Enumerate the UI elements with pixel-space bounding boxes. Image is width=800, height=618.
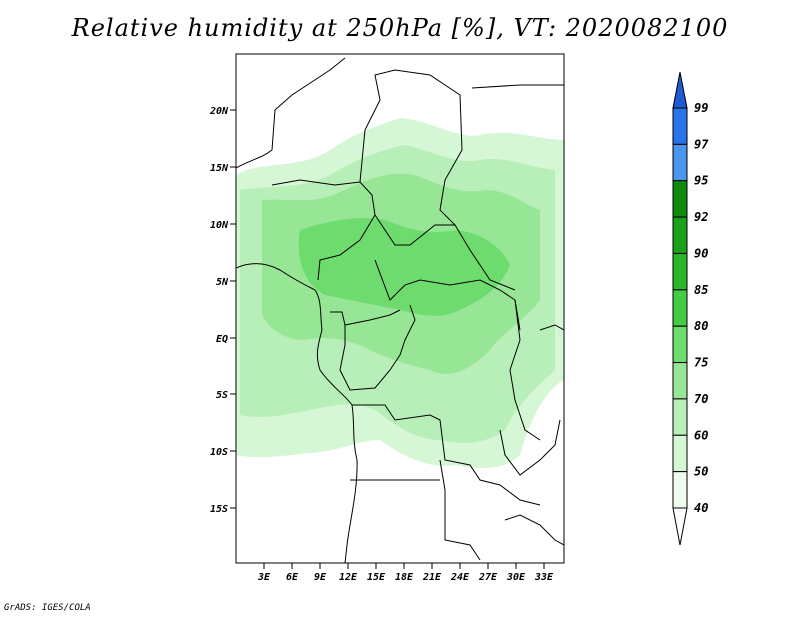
- colorbar-label: 40: [694, 501, 708, 515]
- chart-title: Relative humidity at 250hPa [%], VT: 202…: [71, 14, 729, 42]
- lon-label: 6E: [286, 572, 299, 583]
- colorbar-label: 85: [694, 283, 708, 297]
- lat-label: 15S: [210, 504, 228, 515]
- colorbar-label: 75: [694, 356, 708, 370]
- colorbar-label: 90: [694, 246, 708, 260]
- colorbar-bottom-arrow: [672, 507, 688, 546]
- lon-label: 33E: [534, 572, 554, 583]
- colorbar-label: 80: [694, 319, 708, 333]
- lon-label: 24E: [450, 572, 470, 583]
- lon-label: 21E: [422, 572, 442, 583]
- lon-label: 3E: [257, 572, 271, 583]
- colorbar-segment: [672, 471, 688, 509]
- lon-label: 9E: [314, 572, 327, 583]
- colorbar-label: 50: [694, 465, 708, 479]
- humidity-80-region: [298, 218, 510, 316]
- lat-label: 15N: [210, 163, 229, 174]
- colorbar-label: 97: [694, 137, 709, 151]
- lon-label: 15E: [367, 572, 386, 583]
- lat-label: 10S: [210, 447, 228, 458]
- credit-text: GrADS: IGES/COLA: [4, 603, 91, 613]
- lat-label: 5N: [216, 277, 229, 288]
- colorbar-segment: [672, 289, 688, 327]
- colorbar-segment: [672, 398, 688, 436]
- colorbar-label: 95: [694, 174, 708, 188]
- lat-label: EQ: [216, 334, 228, 345]
- colorbar-label: 99: [694, 101, 708, 115]
- lon-label: 30E: [506, 572, 526, 583]
- colorbar-segment: [672, 434, 688, 473]
- lat-label: 10N: [210, 220, 229, 231]
- colorbar-label: 60: [694, 428, 708, 442]
- colorbar-label: 92: [694, 210, 708, 224]
- colorbar-segment: [672, 107, 688, 145]
- colorbar: 99 97 95 92 90 85 80 75 70 60 50 40: [672, 71, 709, 546]
- colorbar-segment: [672, 252, 688, 291]
- map-frame: [235, 53, 565, 564]
- colorbar-segment: [672, 143, 688, 182]
- colorbar-top-arrow: [672, 71, 688, 109]
- lon-axis: 3E 6E 9E 12E 15E 18E 21E 24E 27E 30E 33E: [257, 563, 554, 583]
- lat-axis: 20N 15N 10N 5N EQ 5S 10S 15S: [209, 106, 236, 515]
- colorbar-label: 70: [694, 392, 708, 406]
- humidity-field: [236, 118, 564, 468]
- colorbar-segment: [672, 362, 688, 400]
- lon-label: 18E: [395, 572, 414, 583]
- colorbar-segment: [672, 216, 688, 254]
- colorbar-segment: [672, 325, 688, 364]
- map-borders: [236, 57, 564, 563]
- lat-label: 5S: [216, 390, 228, 401]
- colorbar-segment: [672, 180, 688, 218]
- lon-label: 12E: [339, 572, 358, 583]
- lon-label: 27E: [478, 572, 498, 583]
- lat-label: 20N: [209, 106, 229, 117]
